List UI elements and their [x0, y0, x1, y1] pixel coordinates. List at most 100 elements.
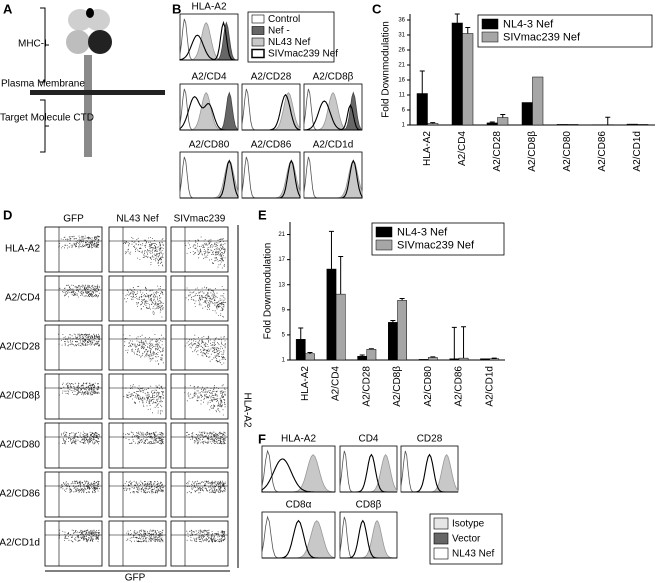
histogram-title: A2/CD80 — [189, 140, 230, 151]
row-label: A2/CD1d — [0, 538, 40, 549]
bar — [388, 322, 398, 361]
histogram-curve — [304, 159, 363, 199]
y-tick-label: 1 — [402, 123, 406, 129]
bar — [489, 358, 500, 361]
bar — [480, 358, 490, 361]
histogram-curve — [340, 519, 397, 559]
y-tick-label: 9 — [282, 307, 286, 313]
bar — [532, 76, 544, 126]
y-tick-label: 17 — [278, 257, 285, 263]
dot-plot-frame — [108, 275, 167, 322]
x-tick-label: A2/CD86 — [454, 366, 465, 407]
bar — [449, 358, 460, 361]
x-tick-label: HLA-A2 — [300, 366, 311, 401]
error-bar — [491, 357, 497, 359]
dot-plot-frame — [44, 373, 103, 420]
x-tick-label: A2/CD1d — [484, 366, 495, 407]
bar — [637, 124, 649, 126]
legend-swatch — [251, 26, 265, 35]
x-tick-label: A2/CD86 — [597, 131, 608, 172]
dot-plot-frame — [108, 471, 167, 518]
dots — [59, 382, 100, 396]
x-tick-label: HLA-A2 — [422, 131, 433, 166]
y-tick-label: 1 — [282, 358, 286, 364]
label: Target Molecule CTD — [0, 113, 94, 124]
error-bar — [328, 230, 334, 270]
histogram-title: CD4 — [358, 434, 378, 445]
x-tick-label: A2/CD28 — [361, 366, 372, 407]
dot-plot-frame — [44, 275, 103, 322]
dot-plot-frame — [170, 471, 229, 518]
histogram-title: A2/CD28 — [251, 72, 292, 83]
y-tick-label: 6 — [402, 108, 406, 114]
row-label: A2/CD86 — [0, 489, 40, 500]
y-tick-label: 16 — [398, 78, 405, 84]
error-bar — [399, 298, 405, 301]
histogram-title: A2/CD1d — [313, 140, 354, 151]
y-axis-label: Fold Downmodulation — [381, 21, 392, 118]
legend-swatch — [433, 532, 449, 545]
histogram-title: HLA-A2 — [281, 434, 316, 445]
x-tick-label: A2/CD28 — [492, 131, 503, 172]
dots — [185, 334, 226, 365]
column-label: NL43 Nef — [116, 214, 158, 225]
dots — [123, 237, 164, 267]
legend-label: Nef - — [268, 26, 290, 37]
y-tick-label: 36 — [398, 18, 405, 24]
error-bar — [461, 326, 467, 359]
bar — [462, 33, 474, 126]
panel-letter: E — [258, 207, 267, 222]
histogram-curve — [179, 20, 238, 61]
error-bar — [489, 121, 495, 123]
error-bar — [451, 326, 457, 359]
row-label: A2/CD28 — [0, 342, 40, 353]
histogram-title: A2/CD4 — [191, 72, 226, 83]
y-axis-label: Fold Downmodulation — [263, 243, 274, 340]
dots — [123, 384, 164, 415]
dots — [58, 529, 100, 543]
legend-swatch — [251, 48, 265, 59]
bar — [458, 357, 469, 361]
row-label: HLA-A2 — [5, 244, 40, 255]
error-bar — [368, 348, 374, 350]
panel-letter: C — [372, 1, 382, 16]
legend-label: NL43 Nef — [268, 37, 310, 48]
legend-box — [371, 222, 505, 256]
dot-plot-frame — [44, 324, 103, 371]
histogram-title: A2/CD8β — [313, 72, 354, 83]
legend-label: NL43 Nef — [452, 549, 494, 560]
legend-swatch — [375, 226, 393, 238]
legend-swatch — [251, 37, 265, 47]
dots — [123, 480, 164, 494]
error-bar — [338, 256, 344, 295]
mhc-diagram — [30, 7, 165, 157]
error-bar — [605, 116, 611, 125]
dots — [122, 334, 164, 365]
histogram-curve — [242, 93, 301, 131]
error-bar — [500, 114, 506, 118]
bar — [326, 268, 337, 361]
dot-plot-frame — [108, 373, 167, 420]
row-label: A2/CD80 — [0, 440, 40, 451]
legend-label: SIVmac239 Nef — [268, 49, 338, 60]
y-tick-label: 5 — [282, 332, 286, 338]
dot-plot-frame — [170, 422, 229, 469]
dot-plot-frame — [108, 520, 167, 567]
histogram-curve — [261, 458, 335, 493]
error-bar — [359, 354, 365, 357]
bar — [497, 117, 509, 126]
histogram-curve — [340, 453, 397, 493]
dot-plot-frame — [44, 226, 103, 273]
error-bar — [419, 70, 425, 94]
x-tick-label: A2/CD1d — [632, 131, 643, 172]
error-bar — [298, 327, 304, 340]
histogram-curve — [303, 100, 363, 131]
histogram-curve — [262, 519, 335, 559]
histogram-title: CD8α — [286, 500, 312, 511]
legend-swatch — [375, 239, 393, 251]
error-bar — [465, 27, 471, 34]
dot-plot-frame — [44, 520, 103, 567]
error-bar — [307, 351, 313, 354]
error-bar — [390, 319, 396, 323]
dot-plot-frame — [44, 422, 103, 469]
